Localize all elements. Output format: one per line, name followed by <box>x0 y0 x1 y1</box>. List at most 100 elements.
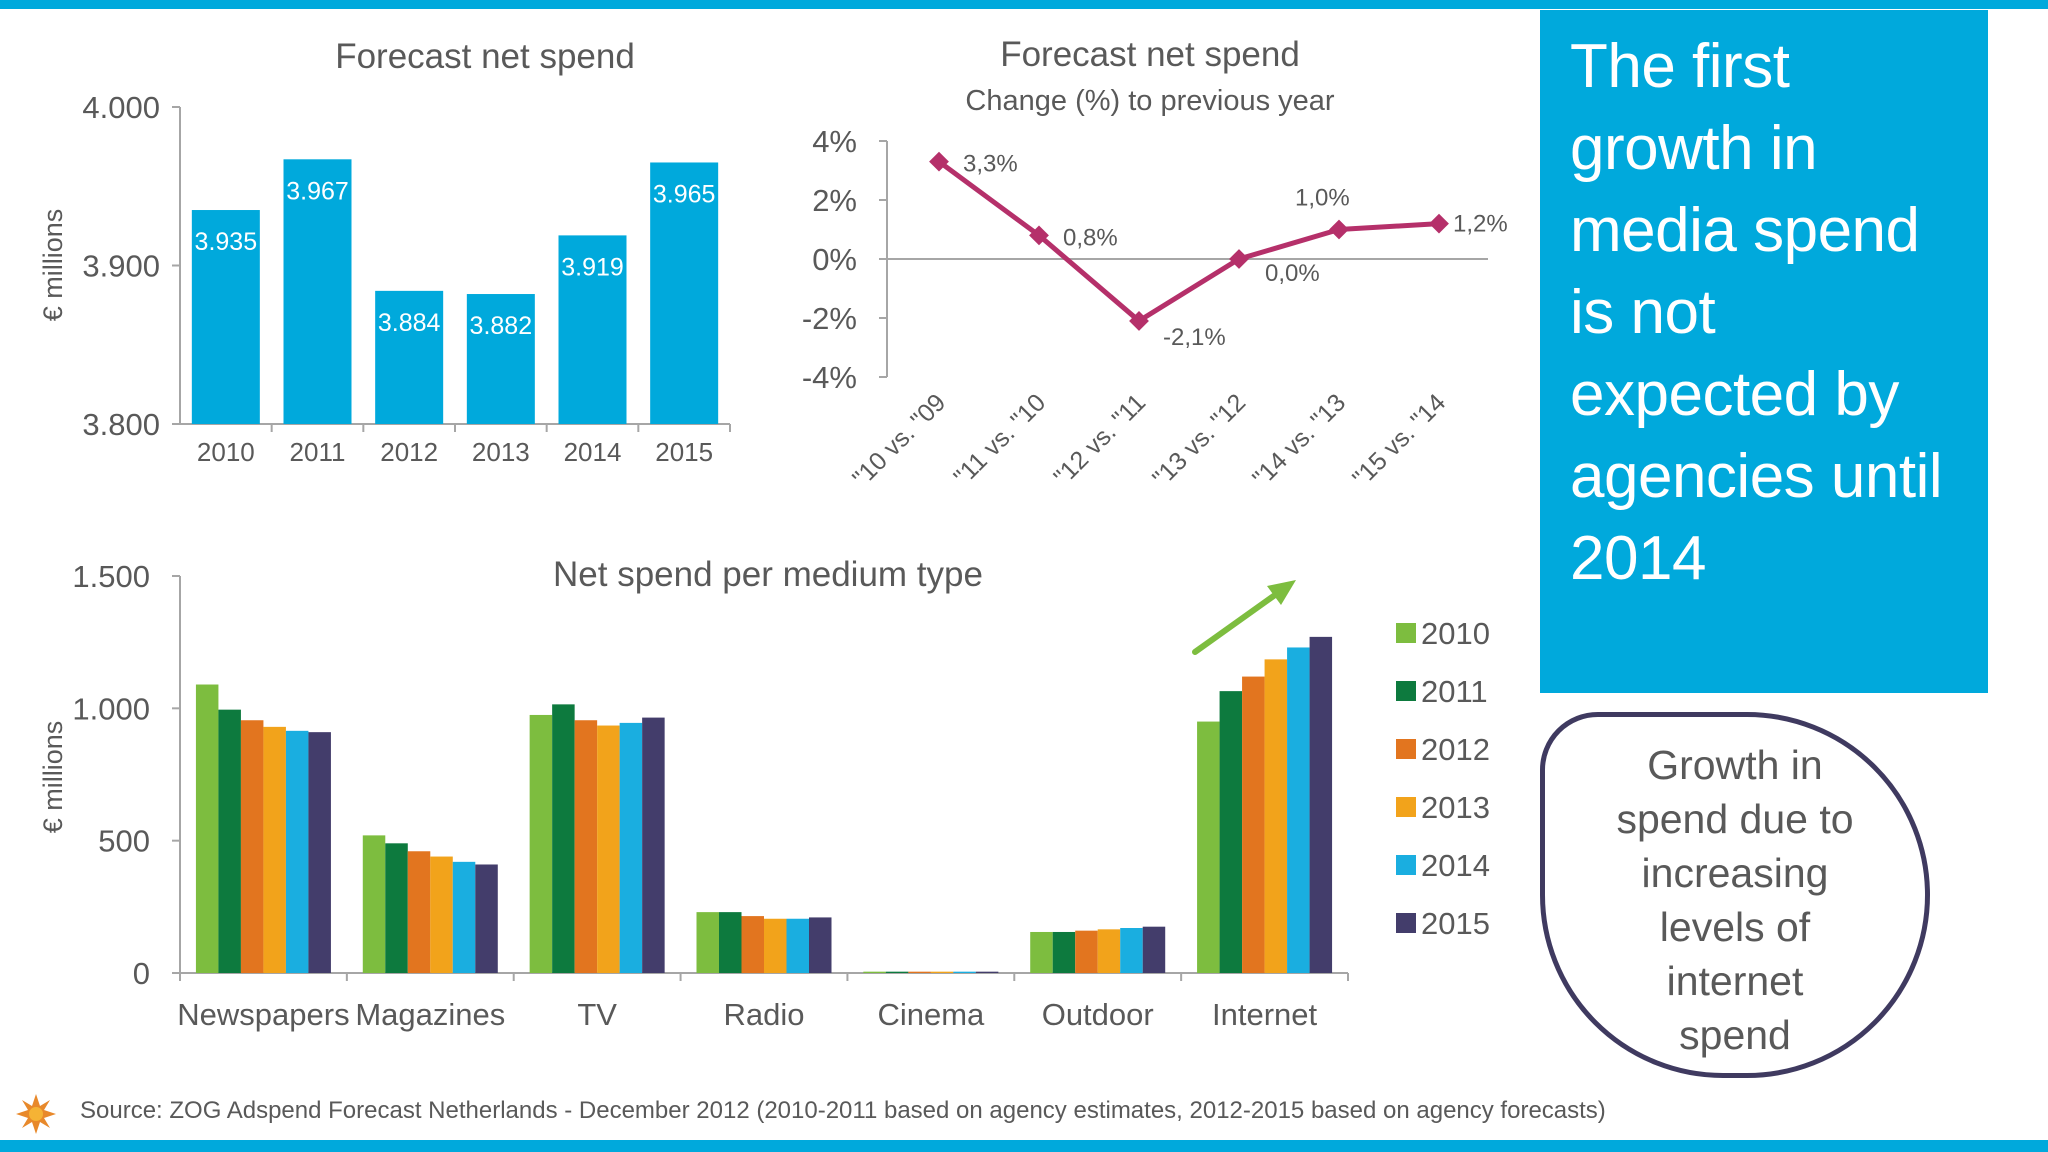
y-tick-label: 4.000 <box>82 90 160 125</box>
bar <box>1030 931 1053 973</box>
bar <box>263 726 286 973</box>
bar-value-label: 3.884 <box>378 309 441 337</box>
bar <box>885 971 909 973</box>
bottom-accent-band <box>0 1140 2048 1152</box>
legend-label: 2010 <box>1421 616 1490 651</box>
bar <box>786 918 809 973</box>
internet-growth-bubble: Growth in spend due to increasing levels… <box>1540 712 1930 1078</box>
line-chart-subtitle: Change (%) to previous year <box>965 85 1334 117</box>
bar <box>719 912 742 973</box>
bar-value-label: 3.882 <box>470 312 533 340</box>
y-tick-label: -4% <box>802 360 857 395</box>
bar-value-label: 3.935 <box>195 228 258 256</box>
bar <box>475 864 498 973</box>
forecast-net-spend-bar-chart: Forecast net spend € millions 3.800 3.900… <box>38 37 731 467</box>
bar <box>809 917 832 973</box>
y-tick-label: 500 <box>98 824 150 859</box>
bar <box>1197 721 1220 973</box>
data-label: 0,8% <box>1063 224 1118 251</box>
bar <box>741 916 764 973</box>
x-tick-label: "15 vs. "14 <box>1347 388 1451 492</box>
bar-chart-title: Forecast net spend <box>335 37 635 76</box>
legend-swatch <box>1396 913 1416 933</box>
x-tick-label: 2015 <box>655 437 713 467</box>
x-tick-label: Radio <box>724 997 805 1032</box>
legend-label: 2015 <box>1421 906 1490 941</box>
legend-label: 2013 <box>1421 790 1490 825</box>
y-tick-label: 4% <box>812 124 857 159</box>
bar <box>650 162 719 424</box>
bar <box>975 971 999 973</box>
bar-chart-y-axis-label: € millions <box>38 209 68 322</box>
bar-value-label: 3.965 <box>653 180 716 208</box>
bar <box>283 159 352 424</box>
data-label: 1,0% <box>1295 185 1350 212</box>
bar <box>863 971 886 973</box>
x-tick-label: TV <box>577 997 617 1032</box>
bar <box>529 714 553 973</box>
bar <box>1097 929 1121 973</box>
bar <box>642 717 665 973</box>
bar <box>407 851 431 973</box>
bar <box>953 971 976 973</box>
legend-swatch <box>1396 681 1416 701</box>
legend-label: 2014 <box>1421 848 1490 883</box>
x-tick-label: 2014 <box>564 437 622 467</box>
bar <box>597 725 620 973</box>
forecast-change-line-chart: Forecast net spend Change (%) to previou… <box>802 35 1508 493</box>
bar <box>218 709 241 973</box>
top-accent-band <box>0 0 2048 9</box>
legend-swatch <box>1396 739 1416 759</box>
y-tick-label: 1.500 <box>72 559 150 594</box>
legend-swatch <box>1396 797 1416 817</box>
bar <box>764 918 787 973</box>
x-tick-label: "10 vs. "09 <box>847 388 951 492</box>
x-tick-label: "13 vs. "12 <box>1147 388 1251 492</box>
bar <box>1309 636 1333 973</box>
bar <box>1264 659 1288 973</box>
legend-swatch <box>1396 855 1416 875</box>
y-tick-label: -2% <box>802 301 857 336</box>
x-tick-label: Internet <box>1212 997 1318 1032</box>
internet-growth-text: Growth in spend due to increasing levels… <box>1616 742 1854 1058</box>
bar <box>385 843 408 973</box>
medium-type-grouped-bar-chart: Net spend per medium type € millions 0 50… <box>38 555 1490 1032</box>
bar-value-label: 3.919 <box>561 253 624 281</box>
data-point <box>1229 249 1249 269</box>
legend-swatch <box>1396 623 1416 643</box>
data-label: 1,2% <box>1453 211 1508 238</box>
x-tick-label: Outdoor <box>1042 997 1154 1032</box>
bar <box>1052 931 1076 973</box>
x-tick-label: 2011 <box>290 437 346 467</box>
bar <box>1142 926 1166 973</box>
bar <box>930 971 954 973</box>
x-tick-label: Magazines <box>355 997 505 1032</box>
bar <box>191 210 260 424</box>
x-tick-label: Cinema <box>877 997 985 1032</box>
legend-label: 2011 <box>1421 674 1488 709</box>
bar <box>285 730 309 973</box>
bar <box>362 835 386 973</box>
bar <box>430 856 453 973</box>
data-label: 0,0% <box>1265 260 1320 287</box>
data-label: -2,1% <box>1163 324 1226 351</box>
bar <box>452 861 476 973</box>
key-message-callout: The first growth in media spend is not e… <box>1540 10 1988 693</box>
bar <box>466 294 535 424</box>
x-tick-label: 2010 <box>197 437 255 467</box>
legend-label: 2012 <box>1421 732 1490 767</box>
bar-value-label: 3.967 <box>286 177 349 205</box>
grouped-chart-y-axis-label: € millions <box>38 721 68 834</box>
bar <box>619 722 643 973</box>
data-point <box>1329 219 1349 240</box>
sun-logo-icon <box>16 1094 56 1134</box>
bar <box>696 912 719 973</box>
x-tick-label: 2012 <box>380 437 438 467</box>
y-tick-label: 3.900 <box>82 249 160 284</box>
source-note: Source: ZOG Adspend Forecast Netherlands… <box>80 1097 1606 1124</box>
x-tick-label: "11 vs. "10 <box>948 388 1051 491</box>
y-tick-label: 2% <box>812 183 857 218</box>
series-line <box>937 159 1440 324</box>
x-tick-label: "14 vs. "13 <box>1247 388 1351 492</box>
